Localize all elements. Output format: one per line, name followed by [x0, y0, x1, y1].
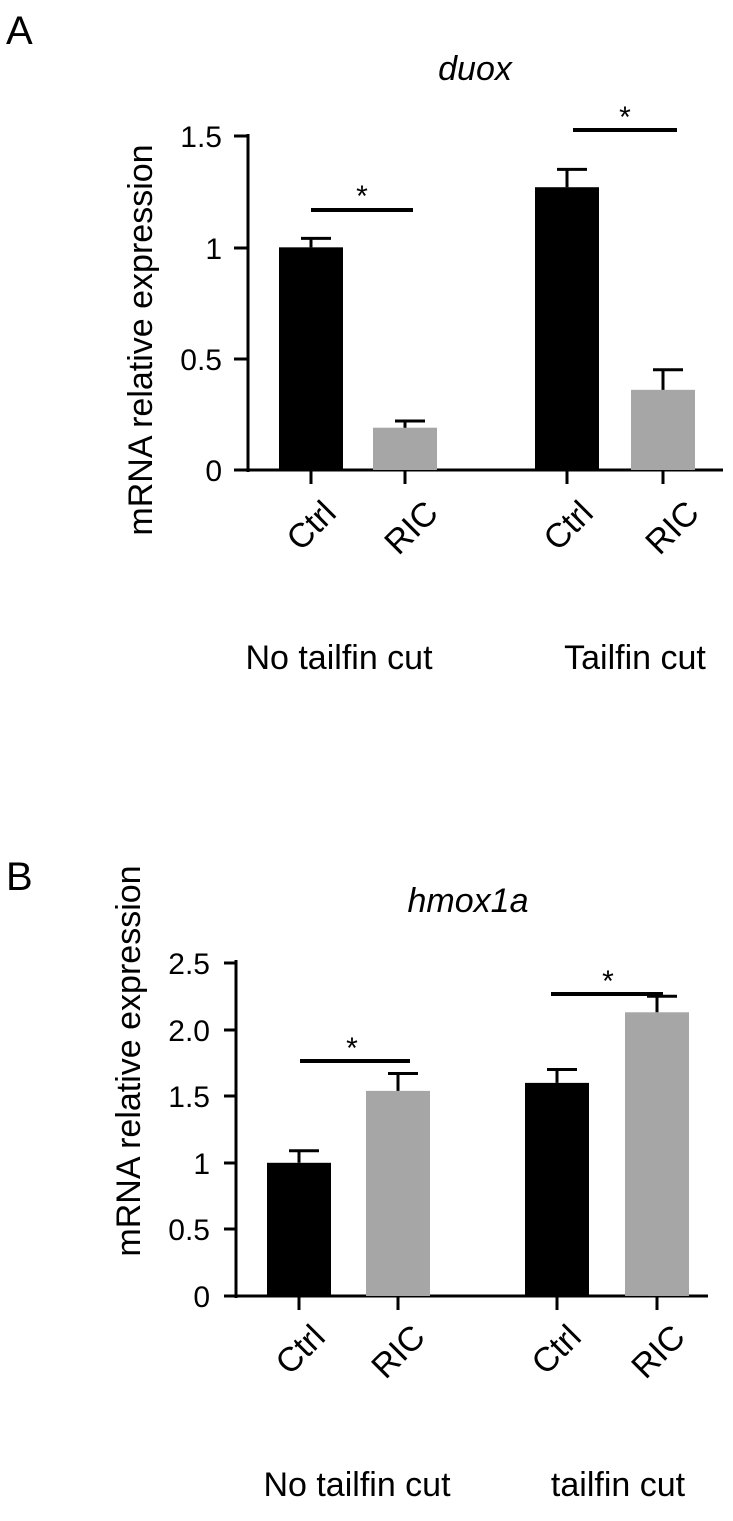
panel-a-y-tick-label: 0.5 [180, 344, 222, 377]
panel-b-y-tick-label: 1 [193, 1148, 210, 1181]
panel-a-title: duox [438, 50, 513, 88]
panel-b-error-bar [647, 994, 677, 1013]
panel-b-significance-star: * [346, 1032, 358, 1065]
panel-b-group-label: No tailfin cut [263, 1466, 451, 1504]
panel-b-bar-ctrl-no-cut [267, 1162, 331, 1296]
panel-b-group-label: tailfin cut [551, 1466, 686, 1504]
panel-b-category-labels: Ctrl RIC Ctrl RIC [268, 1318, 692, 1386]
panel-a-significance-star: * [356, 180, 368, 213]
panel-a-bar-ctrl-cut [535, 187, 599, 471]
panel-a-y-tick-label: 1.5 [180, 121, 222, 154]
panel-a-category-label: Ctrl [536, 494, 600, 558]
panel-b-ylabel: mRNA relative expression [110, 865, 148, 1256]
panel-a-group-label: No tailfin cut [245, 639, 433, 677]
panel-a-error-bars [301, 167, 683, 428]
panel-b-y-tick-label: 1.5 [168, 1081, 210, 1114]
panel-a-bars [279, 187, 695, 471]
panel-b-error-bar [547, 1068, 577, 1083]
panel-b-y-tick-label: 0 [193, 1281, 210, 1314]
panel-b-significance-star: * [602, 965, 614, 998]
panel-b-significance: * * [300, 965, 663, 1065]
panel-a-bar-ctrl-no-cut [279, 247, 343, 470]
panel-b: B hmox1a mRNA relative expression 0 0.5 … [6, 855, 708, 1504]
panel-b-category-label: RIC [624, 1318, 692, 1386]
panel-a: A duox mRNA relative expression 0 0.5 1 … [6, 9, 723, 677]
panel-a-bar-ric-cut [631, 389, 695, 470]
panel-a-significance: * * [311, 101, 677, 213]
panel-b-y-tick-label: 2.0 [168, 1015, 210, 1048]
panel-b-y-tick-label: 2.5 [168, 948, 210, 981]
panel-b-bars [267, 1012, 689, 1296]
panel-b-bar-ric-no-cut [366, 1090, 430, 1296]
panel-a-group-label: Tailfin cut [564, 639, 706, 677]
panel-a-error-bar [557, 167, 587, 188]
panel-b-error-bars [289, 994, 677, 1163]
panel-b-category-label: Ctrl [524, 1318, 588, 1382]
panel-a-category-labels: Ctrl RIC Ctrl RIC [279, 494, 706, 562]
panel-b-y-axis: 0 0.5 1 1.5 2.0 2.5 [168, 948, 238, 1314]
panel-a-error-bar [395, 419, 425, 428]
panel-a-category-label: RIC [638, 494, 706, 562]
panel-b-bar-ctrl-cut [525, 1082, 589, 1296]
panel-b-error-bar [388, 1072, 418, 1091]
panel-a-x-ticks [309, 470, 665, 484]
panel-a-category-label: RIC [377, 494, 445, 562]
panel-b-x-ticks [297, 1296, 659, 1310]
panel-b-bar-ric-cut [625, 1012, 689, 1296]
panel-a-ylabel: mRNA relative expression [122, 144, 160, 535]
panel-b-error-bar [289, 1149, 319, 1163]
panel-a-significance-star: * [619, 101, 631, 134]
panel-b-y-tick-label: 0.5 [168, 1214, 210, 1247]
panel-a-y-axis: 0 0.5 1 1.5 [180, 121, 250, 488]
panel-a-error-bar [653, 368, 683, 390]
panel-a-category-label: Ctrl [279, 494, 343, 558]
panel-b-category-label: Ctrl [268, 1318, 332, 1382]
panel-b-letter: B [6, 855, 33, 899]
panel-a-error-bar [301, 236, 331, 248]
panel-a-y-tick-label: 1 [205, 233, 222, 266]
panel-a-letter: A [6, 9, 33, 53]
panel-a-bar-ric-no-cut [373, 427, 437, 470]
panel-b-title: hmox1a [408, 882, 529, 920]
panel-b-category-label: RIC [364, 1318, 432, 1386]
panel-a-y-tick-label: 0 [205, 455, 222, 488]
